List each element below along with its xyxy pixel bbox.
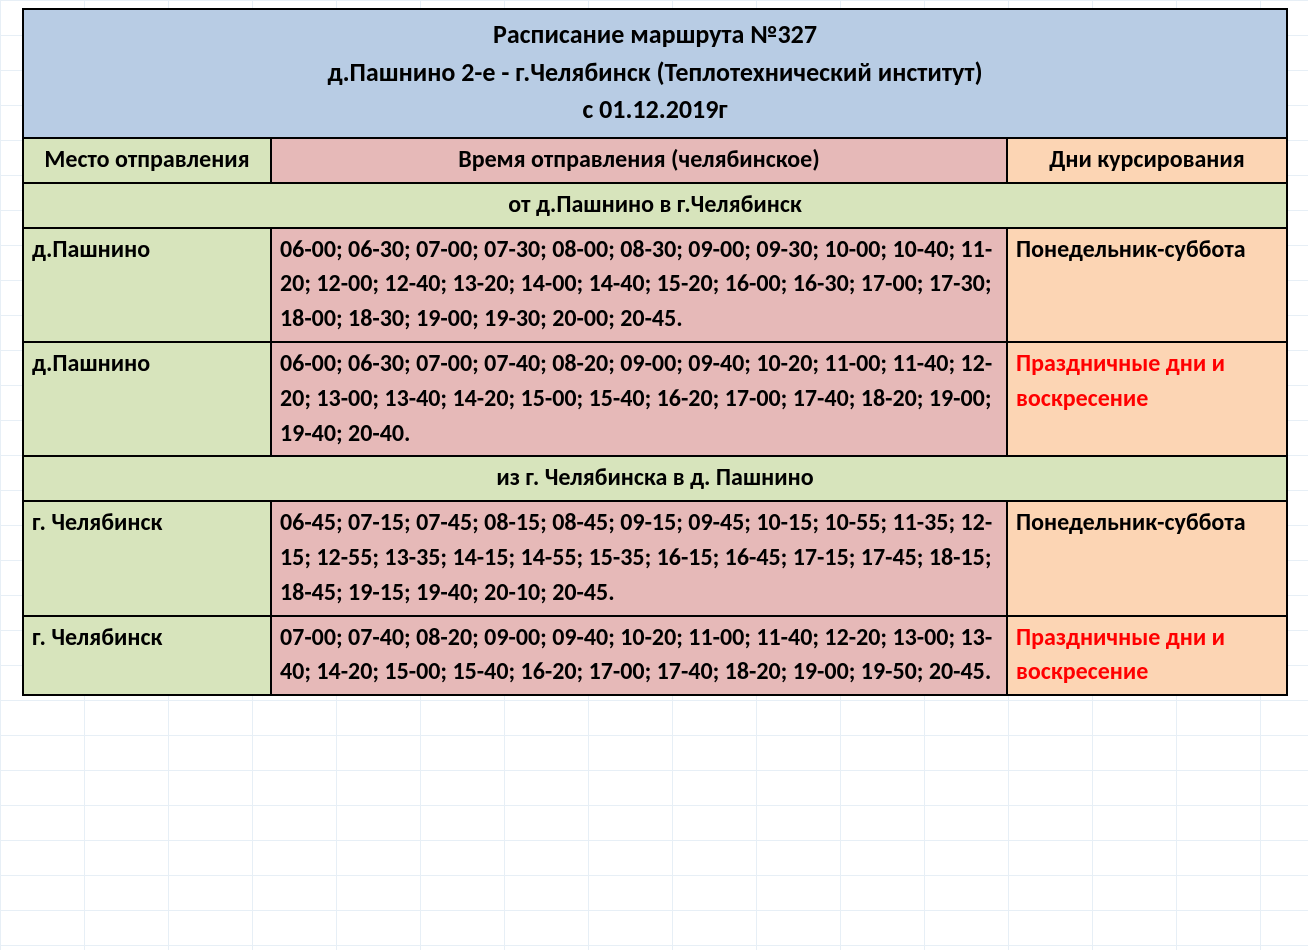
table-row: г. Челябинск 06-45; 07-15; 07-45; 08-15;…: [23, 501, 1287, 615]
title-line1: Расписание маршрута №327: [32, 16, 1278, 54]
table-row: д.Пашнино 06-00; 06-30; 07-00; 07-30; 08…: [23, 228, 1287, 342]
header-days: Дни курсирования: [1007, 138, 1287, 183]
cell-place: д.Пашнино: [23, 228, 271, 342]
title-row: Расписание маршрута №327 д.Пашнино 2-е -…: [23, 9, 1287, 138]
title-line3: с 01.12.2019г: [32, 91, 1278, 129]
cell-time: 06-00; 06-30; 07-00; 07-30; 08-00; 08-30…: [271, 228, 1007, 342]
section-from-city-label: из г. Челябинска в д. Пашнино: [23, 456, 1287, 501]
cell-place: д.Пашнино: [23, 342, 271, 456]
title-line2: д.Пашнино 2-е - г.Челябинск (Теплотехнич…: [32, 54, 1278, 92]
header-row: Место отправления Время отправления (чел…: [23, 138, 1287, 183]
header-time: Время отправления (челябинское): [271, 138, 1007, 183]
section-from-city: из г. Челябинска в д. Пашнино: [23, 456, 1287, 501]
section-to-city-label: от д.Пашнино в г.Челябинск: [23, 183, 1287, 228]
cell-days: Понедельник-суббота: [1007, 228, 1287, 342]
spreadsheet-area: Расписание маршрута №327 д.Пашнино 2-е -…: [0, 0, 1308, 950]
cell-days: Понедельник-суббота: [1007, 501, 1287, 615]
table-row: д.Пашнино 06-00; 06-30; 07-00; 07-40; 08…: [23, 342, 1287, 456]
title-cell: Расписание маршрута №327 д.Пашнино 2-е -…: [23, 9, 1287, 138]
cell-time: 07-00; 07-40; 08-20; 09-00; 09-40; 10-20…: [271, 616, 1007, 696]
cell-time: 06-00; 06-30; 07-00; 07-40; 08-20; 09-00…: [271, 342, 1007, 456]
section-to-city: от д.Пашнино в г.Челябинск: [23, 183, 1287, 228]
cell-time: 06-45; 07-15; 07-45; 08-15; 08-45; 09-15…: [271, 501, 1007, 615]
header-place: Место отправления: [23, 138, 271, 183]
cell-place: г. Челябинск: [23, 501, 271, 615]
cell-days: Праздничные дни и воскресение: [1007, 616, 1287, 696]
cell-days: Праздничные дни и воскресение: [1007, 342, 1287, 456]
table-row: г. Челябинск 07-00; 07-40; 08-20; 09-00;…: [23, 616, 1287, 696]
cell-place: г. Челябинск: [23, 616, 271, 696]
schedule-table: Расписание маршрута №327 д.Пашнино 2-е -…: [22, 8, 1288, 696]
